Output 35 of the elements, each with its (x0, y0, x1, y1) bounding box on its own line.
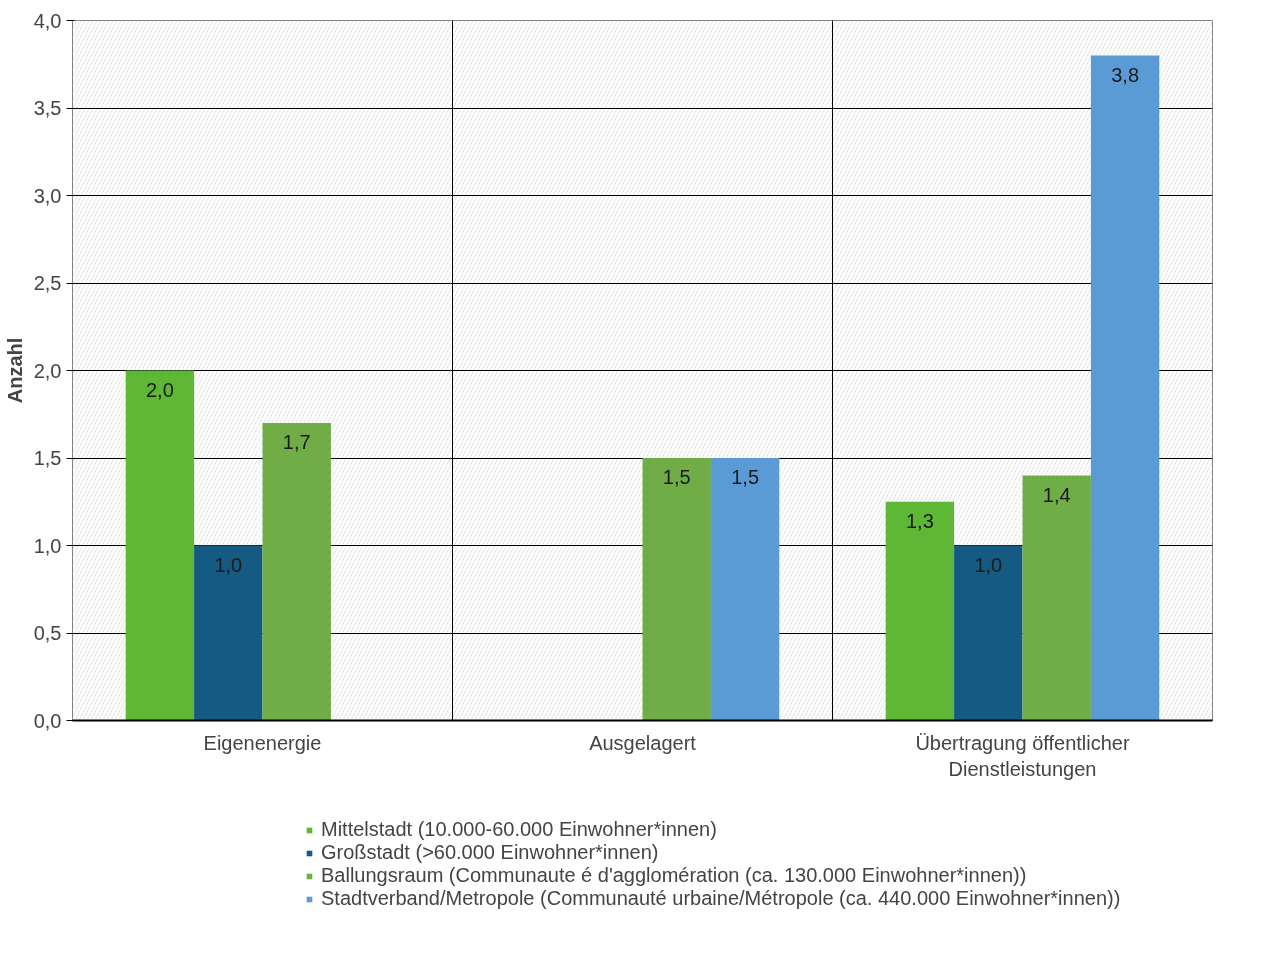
bar (954, 545, 1023, 721)
bar (885, 501, 955, 721)
data-label: 1,0 (974, 553, 1003, 576)
y-tick-label: 2,5 (33, 272, 62, 294)
legend-label: Großstadt (>60.000 Einwohner*innen) (321, 841, 659, 864)
bar (642, 458, 711, 721)
x-tick-label: Eigenenergie (203, 731, 322, 754)
data-label: 1,5 (731, 466, 760, 488)
legend-label: Ballungsraum (Communaute é d'agglomération (ca. 130.000 Einwohner*innen)) (321, 864, 1027, 887)
data-label: 1,3 (906, 509, 934, 532)
bar (194, 545, 263, 721)
bar (1090, 55, 1160, 721)
data-label: 3,8 (1111, 63, 1140, 86)
data-label: 1,4 (1042, 483, 1071, 506)
y-tick-label: 0,0 (33, 709, 62, 732)
y-tick-label: 0,5 (33, 622, 62, 644)
legend-label: Mittelstadt (10.000-60.000 Einwohner*innen) (321, 818, 717, 841)
x-tick-label: Übertragung öffentlicher Dienstleistungen (915, 731, 1130, 780)
data-label: 1,0 (214, 553, 243, 576)
x-tick-label: Ausgelagert (589, 731, 697, 754)
data-label: 1,7 (282, 431, 311, 453)
bar (1022, 475, 1091, 721)
legend-label: Stadtverband/Metropole (Communauté urbaine/Métropole (ca. 440.000 Einwohner*innen)) (321, 887, 1121, 910)
y-axis-title: Anzahl (3, 337, 26, 404)
y-tick-label: 1,0 (33, 534, 62, 557)
y-tick-label: 1,5 (33, 447, 62, 469)
bar (262, 423, 331, 721)
data-label: 1,5 (662, 466, 691, 488)
y-tick-label: 2,0 (33, 359, 62, 382)
y-tick-label: 4,0 (33, 9, 62, 32)
data-label: 2,0 (146, 378, 174, 401)
bar (710, 458, 780, 721)
y-tick-label: 3,0 (33, 184, 62, 207)
bar (125, 370, 195, 721)
y-tick-label: 3,5 (33, 97, 62, 119)
